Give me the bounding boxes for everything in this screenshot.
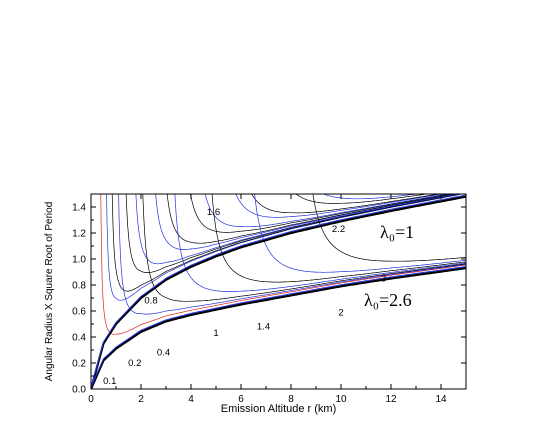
- family-curve: [322, 194, 420, 200]
- x-tick-label: 14: [435, 394, 447, 405]
- family-curve: [190, 194, 452, 233]
- y-tick-label: 1.2: [72, 229, 86, 240]
- x-tick-label: 6: [238, 394, 244, 405]
- envelope-label-lambda-1: λ₀=1: [380, 222, 414, 242]
- x-axis-ticks: 0 2 4 6 8 10 12 14: [88, 194, 447, 405]
- x-tick-label: 4: [188, 394, 194, 405]
- y-tick-label: 0.0: [72, 385, 86, 396]
- curve-label: 1: [213, 328, 218, 339]
- x-tick-label: 8: [288, 394, 294, 405]
- curve-label: 1.4: [257, 322, 270, 333]
- curve-label: 1.6: [207, 207, 220, 218]
- curve-label: 0.2: [128, 358, 141, 369]
- curve-labels: 0.1 0.2 0.4 0.8 1 1.4 1.6 2.2 2 3: [103, 207, 386, 387]
- family-curve: [204, 194, 450, 228]
- family-curve: [142, 194, 466, 302]
- y-tick-label: 0.2: [72, 359, 86, 370]
- envelope-line: [91, 266, 466, 388]
- x-tick-label: 10: [335, 394, 347, 405]
- envelope-line: [91, 194, 466, 388]
- family-curve: [111, 194, 463, 292]
- x-axis-label: Emission Altitude r (km): [221, 403, 337, 415]
- family-curve: [295, 194, 430, 204]
- family-curve: [100, 194, 466, 335]
- plot-frame: [90, 193, 467, 390]
- curve-label: 3: [381, 274, 386, 285]
- curve-label: 2.2: [332, 224, 345, 235]
- y-axis-ticks: 0.0 0.2 0.4 0.6 0.8 1.0 1.2 1.4: [72, 193, 466, 396]
- family-curve: [346, 181, 465, 183]
- y-tick-label: 1.0: [72, 255, 86, 266]
- curve-label: 0.4: [157, 348, 170, 359]
- curve-label: 0.1: [103, 376, 116, 387]
- y-tick-label: 1.4: [72, 203, 86, 214]
- x-tick-label: 0: [88, 394, 94, 405]
- x-tick-label: 2: [138, 394, 144, 405]
- family-curve: [166, 194, 456, 244]
- x-tick-label: 12: [385, 394, 397, 405]
- family-curve: [254, 194, 466, 273]
- y-tick-label: 0.4: [72, 333, 86, 344]
- family-curve: [135, 194, 460, 265]
- family-curve: [251, 194, 441, 214]
- y-axis-label: Angular Radius X Square Root of Period: [44, 202, 55, 382]
- envelope-line: [91, 267, 466, 389]
- y-tick-label: 0.8: [72, 281, 86, 292]
- curve-family: [100, 181, 466, 335]
- family-curve: [118, 194, 466, 315]
- envelope-label-lambda-2-6: λ₀=2.6: [364, 290, 412, 310]
- curve-label: 0.8: [144, 296, 157, 307]
- family-curve: [155, 194, 457, 250]
- curve-label: 2: [338, 307, 343, 318]
- envelope-curves: [91, 194, 466, 389]
- family-curve: [174, 194, 466, 292]
- family-curve: [211, 194, 466, 283]
- y-tick-label: 0.6: [72, 307, 86, 318]
- family-curve: [321, 181, 466, 189]
- family-curve: [312, 194, 466, 262]
- envelope-line: [91, 195, 466, 389]
